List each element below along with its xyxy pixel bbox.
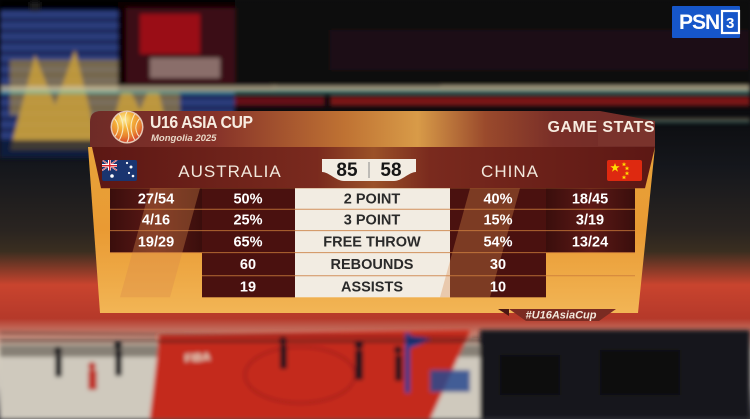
svg-text:REBOUNDS: REBOUNDS: [331, 257, 414, 273]
svg-text:CHINA: CHINA: [481, 162, 539, 181]
svg-text:58: 58: [380, 160, 401, 181]
svg-text:15%: 15%: [483, 213, 512, 229]
svg-text:19: 19: [240, 279, 256, 295]
svg-text:4/16: 4/16: [142, 213, 170, 229]
svg-text:AUSTRALIA: AUSTRALIA: [178, 162, 281, 181]
svg-text:18/45: 18/45: [572, 192, 608, 208]
svg-text:U16 ASIA CUP: U16 ASIA CUP: [150, 112, 253, 132]
svg-text:19/29: 19/29: [138, 235, 174, 251]
svg-text:Mongolia 2025: Mongolia 2025: [151, 133, 217, 144]
svg-text:60: 60: [240, 257, 256, 273]
svg-text:2 POINT: 2 POINT: [344, 192, 401, 208]
svg-text:FREE THROW: FREE THROW: [323, 235, 421, 251]
svg-text:13/24: 13/24: [572, 235, 608, 251]
svg-text:65%: 65%: [233, 235, 262, 251]
svg-text:#U16AsiaCup: #U16AsiaCup: [526, 310, 597, 322]
svg-text:30: 30: [490, 257, 506, 273]
svg-text:3 POINT: 3 POINT: [344, 213, 401, 229]
svg-text:GAME STATS: GAME STATS: [547, 119, 655, 136]
svg-text:10: 10: [490, 279, 506, 295]
svg-text:3/19: 3/19: [576, 213, 604, 229]
svg-text:40%: 40%: [483, 192, 512, 208]
svg-text:27/54: 27/54: [138, 192, 174, 208]
svg-text:85: 85: [336, 160, 358, 181]
svg-text:50%: 50%: [233, 192, 262, 208]
svg-text:25%: 25%: [233, 213, 262, 229]
svg-text:54%: 54%: [483, 235, 512, 251]
svg-text:ASSISTS: ASSISTS: [341, 279, 403, 295]
